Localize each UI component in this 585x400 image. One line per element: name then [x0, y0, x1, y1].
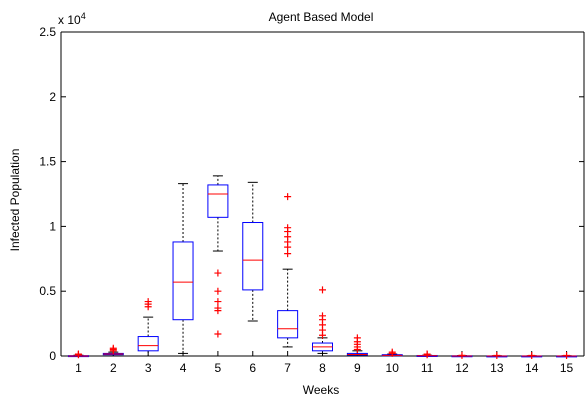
box-week-6	[242, 222, 264, 291]
box-week-7	[277, 310, 299, 339]
outlier-marker	[528, 351, 536, 359]
outlier-marker	[214, 287, 222, 295]
x-axis-label: Weeks	[303, 383, 339, 397]
outlier-marker	[423, 350, 431, 358]
x-tick-label: 3	[145, 361, 152, 375]
outlier-marker	[284, 193, 292, 201]
outlier-marker	[214, 298, 222, 306]
outlier-marker	[563, 351, 571, 359]
outlier-marker	[388, 348, 396, 356]
outlier-marker	[319, 312, 326, 320]
outlier-marker	[353, 334, 361, 342]
y-tick-label: 2	[49, 90, 56, 104]
x-tick-label: 11	[421, 361, 434, 375]
y-tick-label: 2.5	[39, 25, 56, 39]
x-tick-label: 5	[215, 361, 222, 375]
x-tick-label: 9	[354, 361, 361, 375]
x-tick-label: 2	[110, 361, 117, 375]
box-week-3	[137, 336, 159, 352]
y-tick-label: 0.5	[39, 284, 56, 298]
y-tick-label: 1.5	[39, 155, 56, 169]
y-axis-exponent-power: 4	[81, 11, 86, 21]
x-tick-label: 14	[525, 361, 539, 375]
y-tick-label: 0	[49, 349, 56, 363]
box-week-5	[207, 184, 229, 218]
outlier-marker	[109, 344, 117, 352]
outlier-marker	[214, 307, 222, 315]
x-tick-label: 6	[249, 361, 256, 375]
box-week-4	[172, 241, 194, 321]
outlier-marker	[74, 350, 82, 358]
outlier-marker	[458, 351, 466, 359]
outlier-marker	[214, 330, 222, 338]
chart-title: Agent Based Model	[269, 10, 374, 24]
x-tick-label: 15	[560, 361, 574, 375]
outlier-marker	[214, 269, 222, 277]
plot-area: 00.511.522.51 2 3 4 5 6 7 8 9 10 11 12 13 14 15	[39, 25, 585, 375]
x-tick-label: 12	[455, 361, 469, 375]
x-tick-label: 7	[284, 361, 291, 375]
x-tick-label: 4	[180, 361, 187, 375]
outlier-marker	[319, 286, 326, 294]
outlier-marker	[284, 250, 292, 258]
x-tick-label: 8	[319, 361, 326, 375]
y-axis-label: Infected Population	[8, 149, 22, 252]
x-tick-label: 10	[386, 361, 400, 375]
x-tick-label: 1	[75, 361, 82, 375]
y-tick-label: 1	[49, 219, 56, 233]
outlier-marker	[493, 351, 501, 359]
x-tick-label: 13	[490, 361, 504, 375]
y-axis-exponent: x 104	[58, 11, 86, 27]
outlier-marker	[144, 298, 152, 306]
outlier-marker	[284, 224, 292, 232]
